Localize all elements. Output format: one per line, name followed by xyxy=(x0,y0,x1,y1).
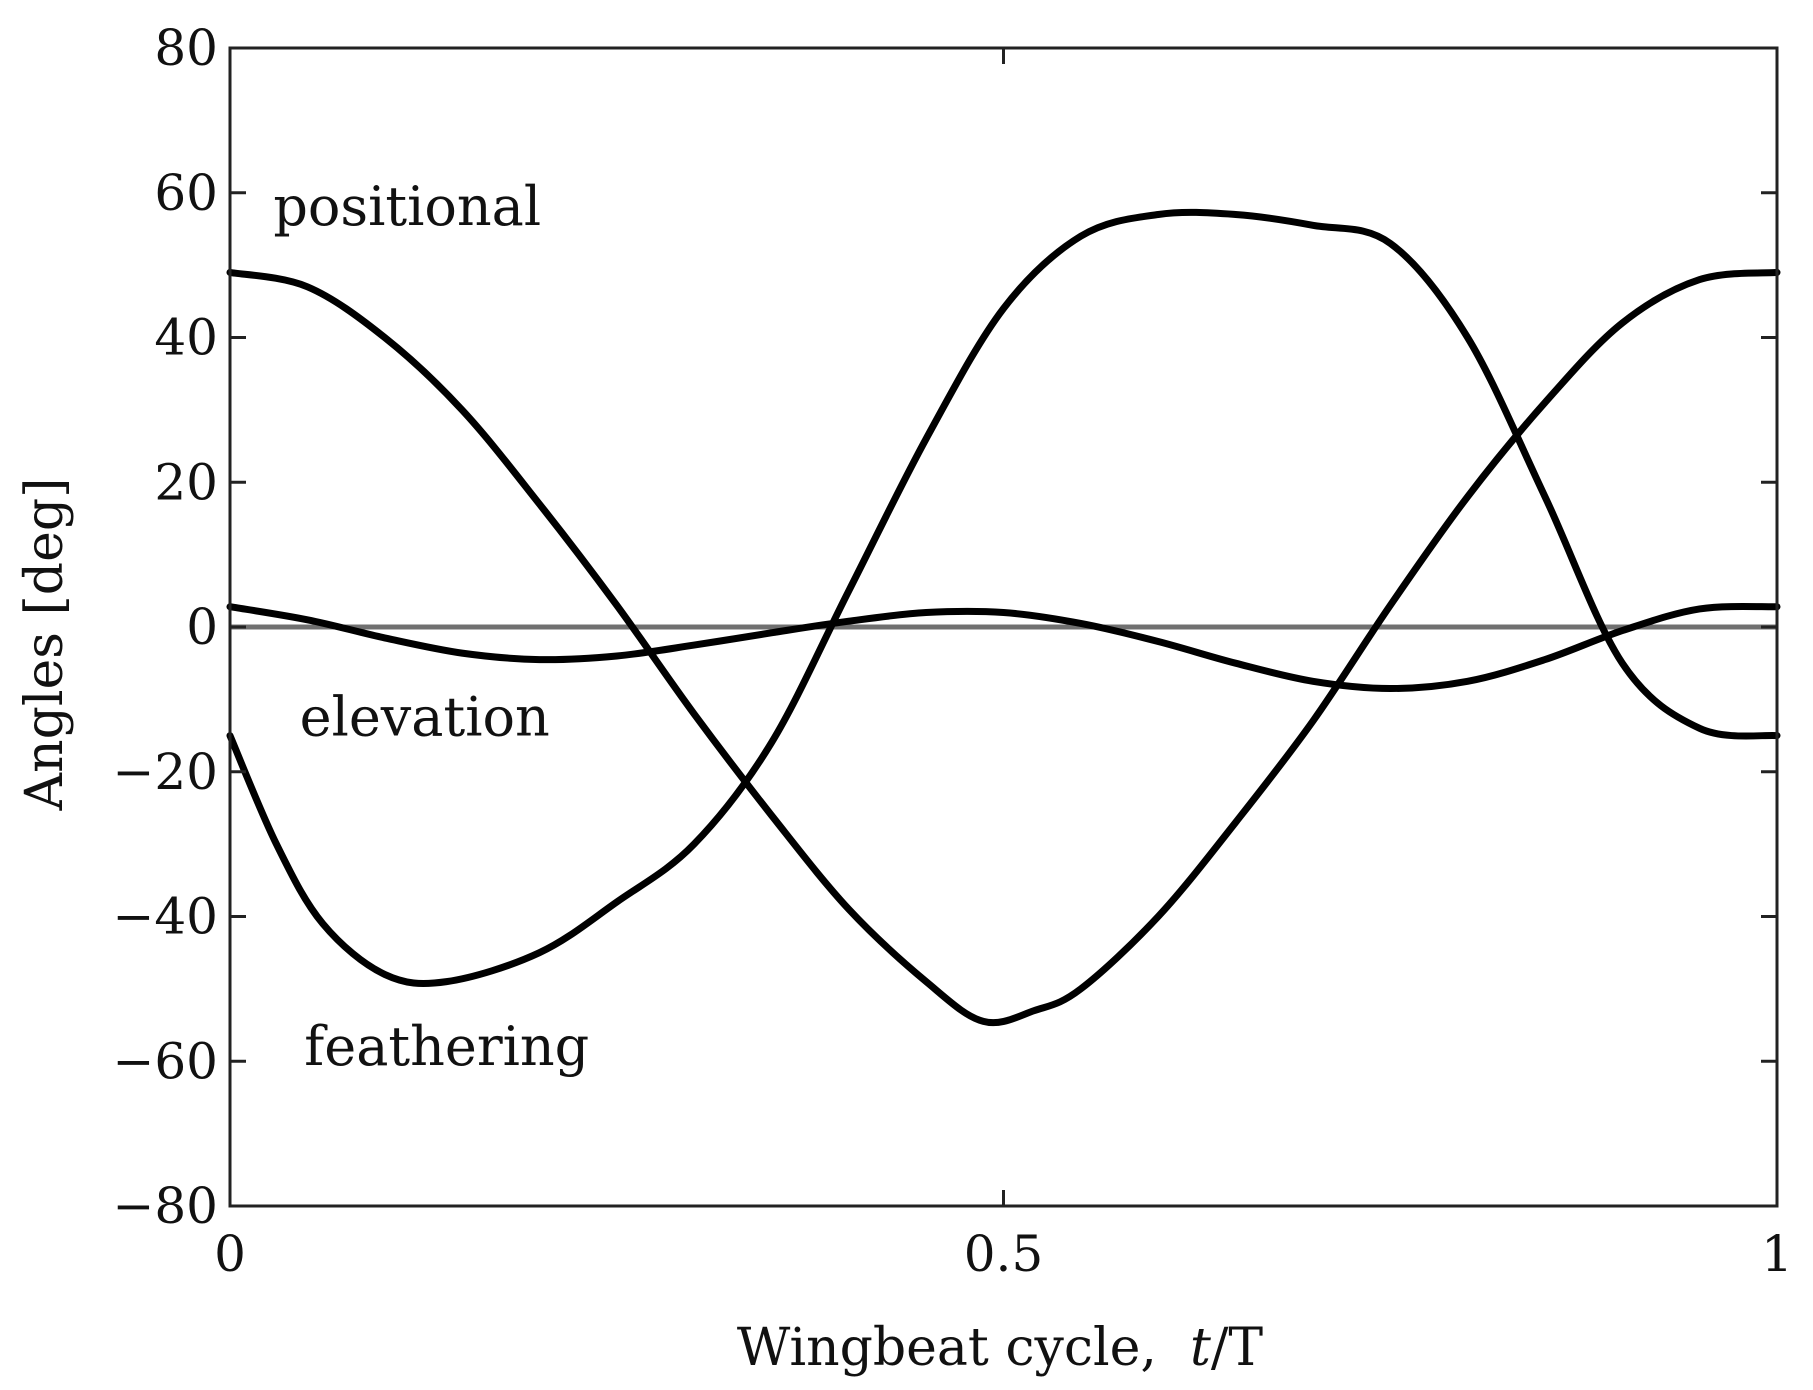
y-tick-label: 80 xyxy=(154,19,218,77)
annotation-positional: positional xyxy=(273,175,541,238)
series-line-positional xyxy=(226,268,1781,1027)
x-tick-label: 0 xyxy=(214,1225,246,1283)
series-line-feathering xyxy=(226,208,1781,988)
x-axis-label-tail: /T xyxy=(1211,1318,1264,1378)
x-axis-label: Wingbeat cycle, t/T xyxy=(737,1318,1263,1378)
x-axis-label-main: Wingbeat cycle, xyxy=(737,1318,1190,1378)
y-tick-label: −20 xyxy=(112,743,218,801)
y-tick-label: −40 xyxy=(112,888,218,946)
y-tick-label: 20 xyxy=(154,453,218,511)
annotation-feathering: feathering xyxy=(304,1015,589,1078)
series-lines xyxy=(226,208,1781,1027)
x-tick-label: 1 xyxy=(1761,1225,1793,1283)
y-tick-label: 40 xyxy=(154,309,218,367)
y-axis-label: Angles [deg] xyxy=(15,478,75,812)
series-line-elevation xyxy=(226,602,1781,692)
y-tick-label: −60 xyxy=(112,1032,218,1090)
y-tick-label: 0 xyxy=(186,598,218,656)
axes: −80 −60 −40 −20 0 20 40 60 80 0 0.5 1 xyxy=(112,19,1792,1283)
annotation-elevation: elevation xyxy=(300,685,550,748)
annotations: positional elevation feathering xyxy=(273,175,589,1078)
x-tick-label: 0.5 xyxy=(964,1225,1044,1283)
x-axis-label-italic: t xyxy=(1190,1318,1211,1378)
y-tick-label: 60 xyxy=(154,164,218,222)
y-tick-label: −80 xyxy=(112,1177,218,1235)
